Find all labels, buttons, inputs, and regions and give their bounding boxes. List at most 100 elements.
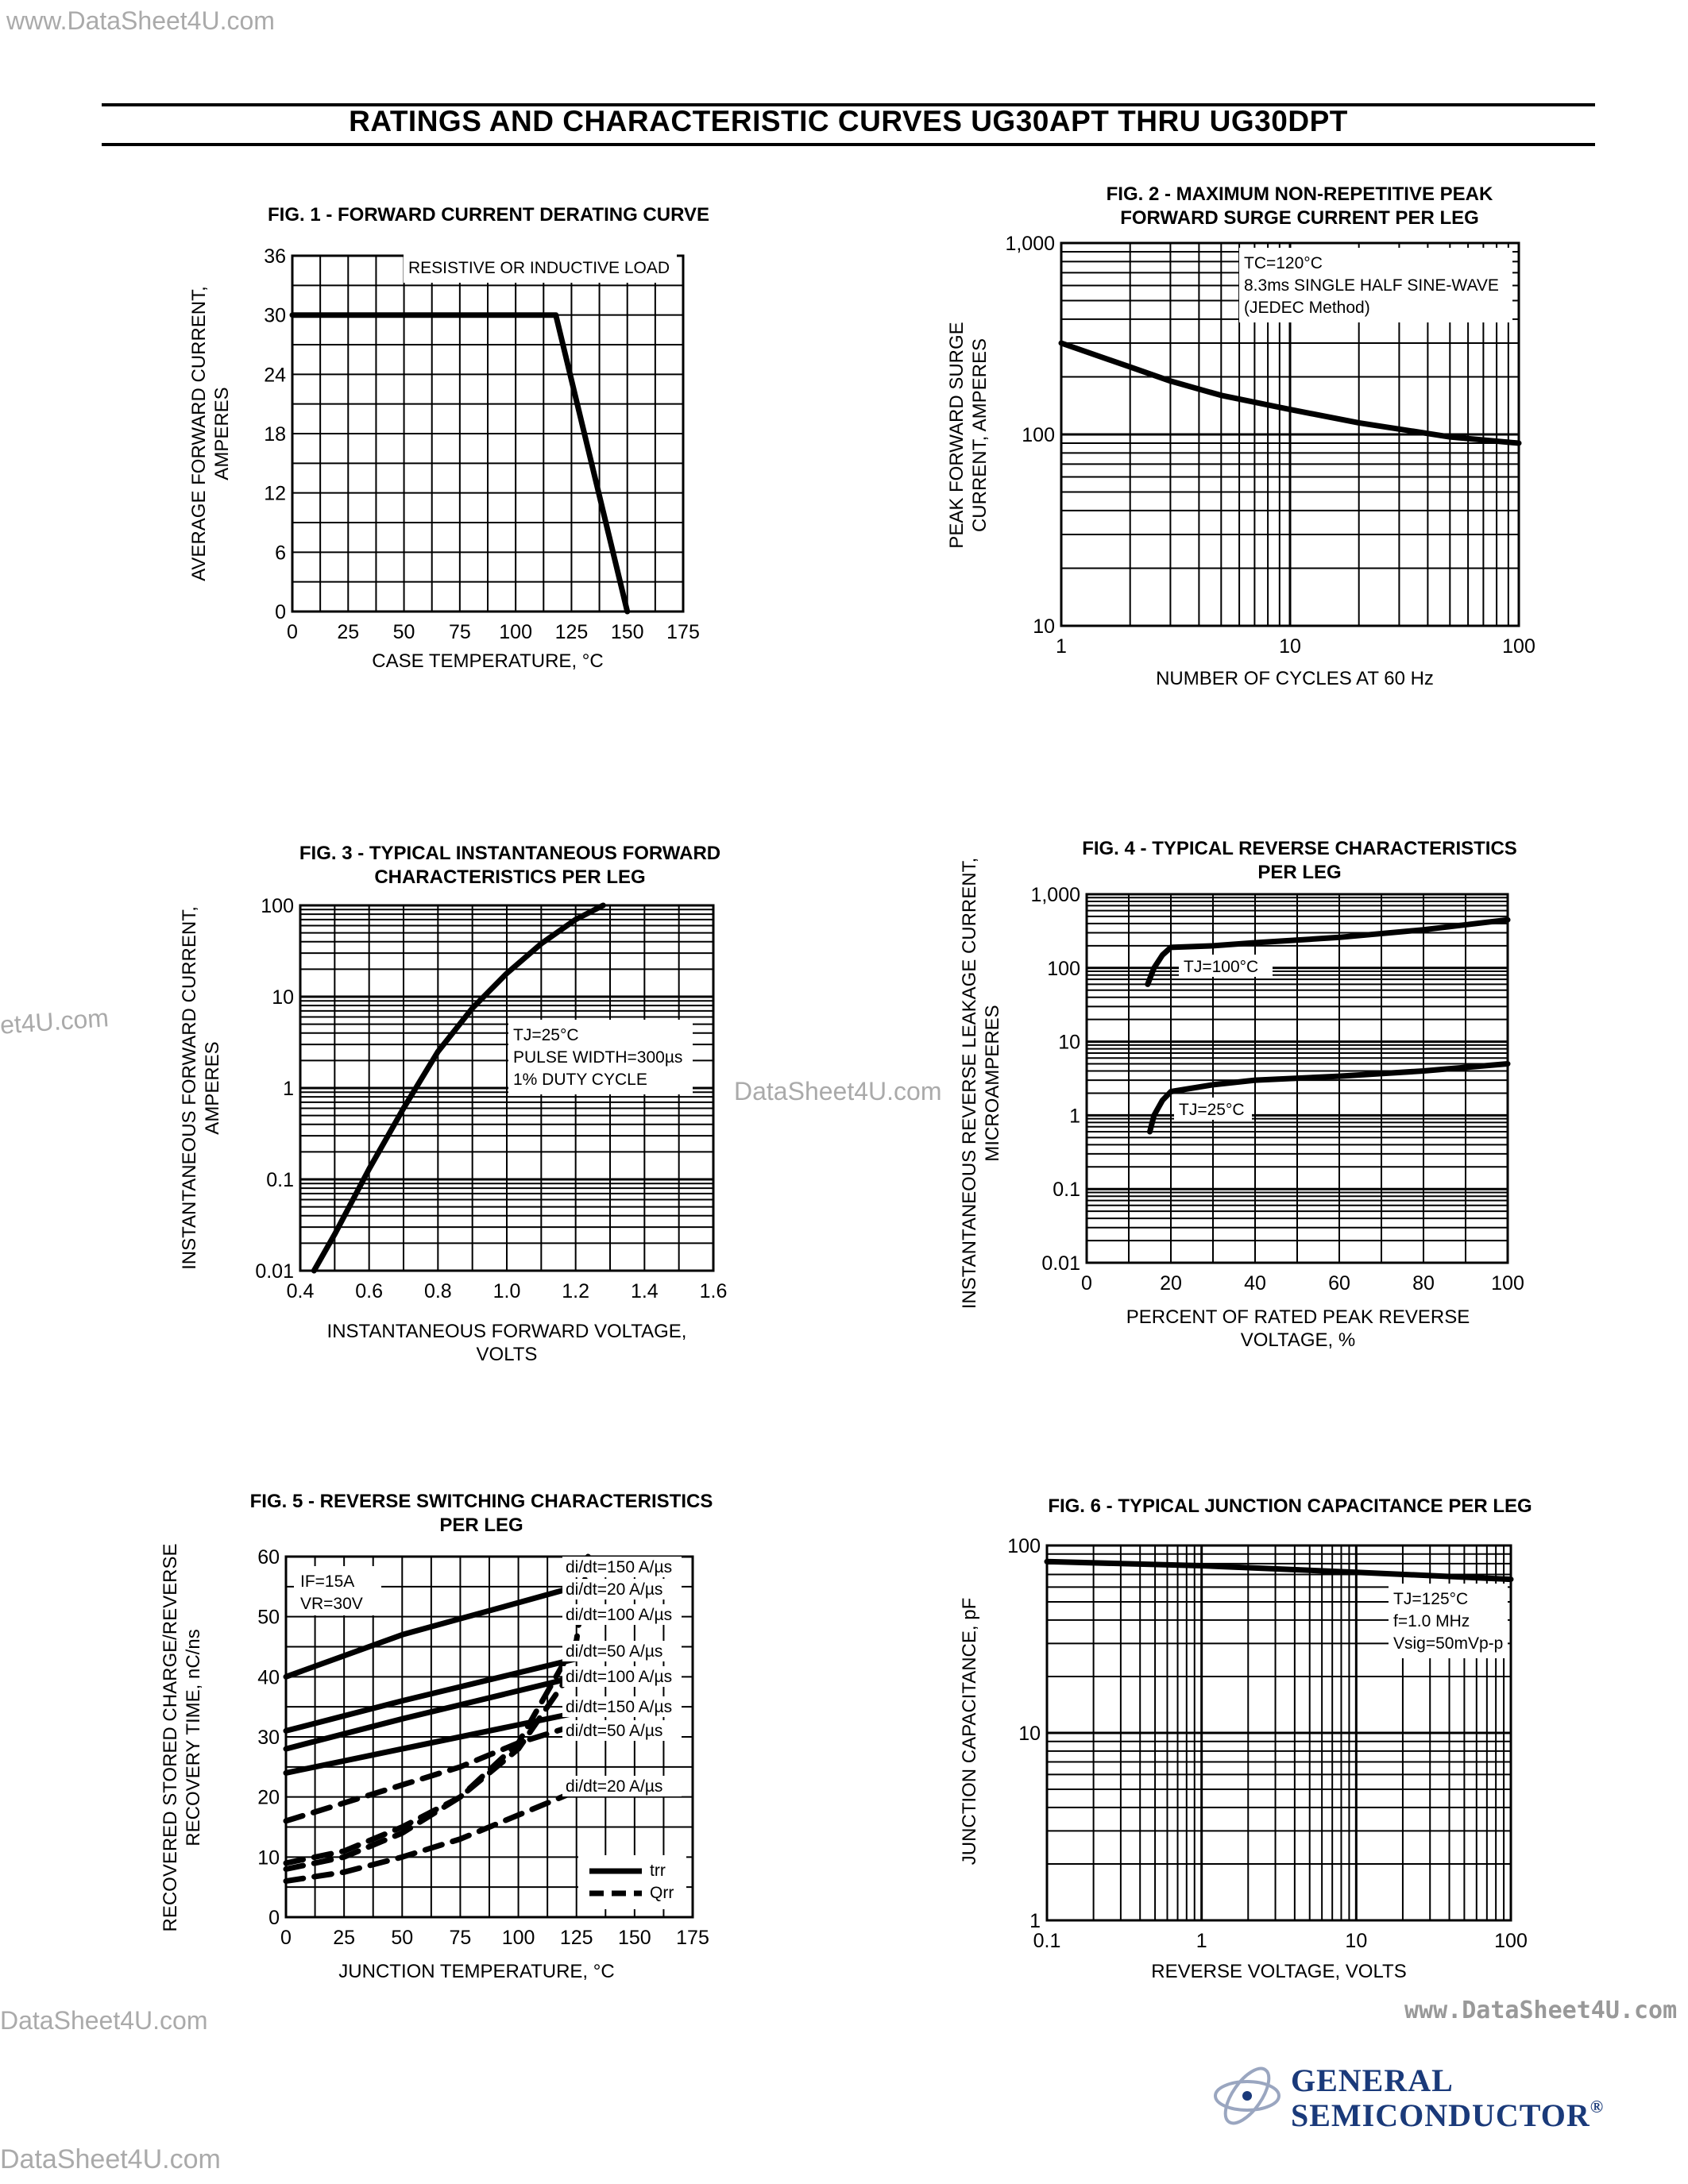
fig1-y-tick-label: 0 (275, 601, 286, 623)
fig5-y-axis-label: RECOVERY TIME, nC/ns (183, 1629, 204, 1846)
fig4-series-label: TJ=100°C (1184, 958, 1258, 976)
fig5-y-tick-label: 20 (257, 1787, 280, 1809)
fig2-y-tick-label: 100 (1022, 424, 1055, 446)
fig6-annotation-bg (1389, 1584, 1508, 1658)
fig4-series-label-bg (1174, 1098, 1252, 1120)
fig5-x-tick-label: 125 (560, 1927, 593, 1949)
fig4-y-tick-label: 10 (1058, 1032, 1080, 1054)
fig1-title: FIG. 1 - FORWARD CURRENT DERATING CURVE (268, 204, 709, 226)
fig5-legend-qrr-label: Qrr (650, 1884, 674, 1902)
fig2-x-tick-label: 10 (1279, 635, 1301, 658)
fig4-series-label-bg (1179, 955, 1273, 977)
fig3-y-tick-label: 100 (261, 895, 294, 917)
fig5-series-label-bg (562, 1579, 682, 1599)
fig5-series-label: di/dt=50 A/µs (566, 1642, 662, 1661)
fig5-qrr-line (283, 1788, 580, 1885)
fig5-series-label: di/dt=100 A/µs (566, 1606, 672, 1624)
fig2-series-line (1058, 340, 1522, 446)
fig6-annotation-text: Vsig=50mVp-p (1393, 1634, 1503, 1653)
fig2-x-axis-label: NUMBER OF CYCLES AT 60 Hz (1156, 668, 1434, 689)
fig3-x-tick-label: 1.6 (700, 1280, 728, 1302)
fig5-legend-trr-label: trr (650, 1862, 666, 1880)
brand-line1: GENERAL (1291, 2062, 1454, 2098)
fig6-x-tick-label: 10 (1345, 1930, 1367, 1952)
fig5-y-tick-label: 10 (257, 1846, 280, 1869)
fig3-x-axis-label: INSTANTANEOUS FORWARD VOLTAGE, (327, 1321, 687, 1342)
fig6-y-tick-label: 100 (1007, 1535, 1041, 1557)
fig5-y-tick-label: 60 (257, 1546, 280, 1569)
fig1-y-tick-label: 6 (275, 542, 286, 564)
fig4-y-axis-label: INSTANTANEOUS REVERSE LEAKAGE CURRENT, (959, 858, 980, 1310)
fig1-x-tick-label: 125 (555, 621, 589, 643)
fig1-grid (292, 255, 684, 612)
fig5-x-tick-label: 25 (333, 1927, 355, 1949)
fig1-y-tick-label: 12 (264, 483, 286, 505)
fig4-y-tick-label: 0.01 (1041, 1252, 1080, 1275)
fig2-annotation-text: (JEDEC Method) (1244, 299, 1370, 317)
header-rule-top (102, 103, 1595, 106)
fig2-x-tick-label: 1 (1056, 635, 1067, 658)
fig5-series-label-bg (562, 1604, 682, 1625)
fig4-x-tick-label: 80 (1412, 1272, 1435, 1295)
fig1-x-tick-label: 175 (666, 621, 700, 643)
brand-logo: GENERAL SEMICONDUCTOR® (1211, 2057, 1603, 2136)
fig5-trr-line (283, 1584, 580, 1680)
watermark-bottom-left: DataSheet4U.com (0, 2144, 221, 2174)
header-rule-bottom (102, 143, 1595, 146)
fig5-x-tick-label: 150 (618, 1927, 651, 1949)
fig5-x-tick-label: 100 (502, 1927, 535, 1949)
fig4-title: FIG. 4 - TYPICAL REVERSE CHARACTERISTICS (1082, 838, 1517, 859)
fig5-y-tick-label: 40 (257, 1666, 280, 1688)
fig3-annotation-text: PULSE WIDTH=300µs (513, 1048, 682, 1067)
brand-registered-mark: ® (1590, 2097, 1605, 2116)
fig5-series-label: di/dt=150 A/µs (566, 1558, 672, 1576)
fig5-x-tick-label: 50 (391, 1927, 413, 1949)
fig5-series-label-bg (562, 1720, 682, 1741)
fig3-y-tick-label: 0.01 (255, 1260, 294, 1283)
fig3-grid (299, 905, 714, 1272)
fig3-y-axis-label: AMPERES (202, 1041, 223, 1134)
fig5-x-axis-label: JUNCTION TEMPERATURE, °C (338, 1961, 614, 1982)
fig4-x-tick-label: 100 (1491, 1272, 1524, 1295)
fig4-y-axis-label: MICROAMPERES (982, 1005, 1003, 1161)
fig2-plot-frame (1060, 241, 1520, 627)
fig5-condition-text: IF=15A (300, 1572, 354, 1591)
fig6-y-axis-label: JUNCTION CAPACITANCE, pF (959, 1598, 980, 1865)
fig3-x-tick-label: 1.0 (493, 1280, 521, 1302)
fig2-y-axis-label: PEAK FORWARD SURGE (946, 322, 968, 548)
fig3-x-tick-label: 1.4 (631, 1280, 659, 1302)
fig4-y-tick-label: 1,000 (1030, 884, 1080, 906)
fig5-y-tick-label: 0 (268, 1907, 280, 1929)
fig5-plot-frame (284, 1555, 694, 1919)
watermark-low-left: DataSheet4U.com (0, 2006, 208, 2035)
fig4-x-tick-label: 0 (1081, 1272, 1092, 1295)
fig5-x-tick-label: 0 (280, 1927, 292, 1949)
fig3-y-axis-label: INSTANTANEOUS FORWARD CURRENT, (179, 906, 200, 1270)
fig3-y-tick-label: 1 (283, 1078, 294, 1100)
fig3-annotation-text: 1% DUTY CYCLE (513, 1071, 647, 1089)
fig5-series-label-bg (562, 1666, 682, 1687)
fig1-y-tick-label: 30 (264, 305, 286, 327)
fig5-series-label-bg (562, 1696, 682, 1717)
fig6-plot-frame (1045, 1544, 1512, 1922)
fig1-y-tick-label: 18 (264, 423, 286, 446)
fig5-qrr-line (283, 1661, 580, 1872)
fig3-series-line (311, 902, 606, 1274)
fig5-series-label-bg (562, 1776, 682, 1796)
fig2-title: FORWARD SURGE CURRENT PER LEG (1120, 207, 1479, 229)
fig1-x-tick-label: 100 (499, 621, 532, 643)
fig5-trr-line (283, 1673, 580, 1752)
fig5-y-tick-label: 30 (257, 1727, 280, 1749)
fig4-plot-frame (1085, 893, 1509, 1264)
fig6-title: FIG. 6 - TYPICAL JUNCTION CAPACITANCE PE… (1048, 1495, 1532, 1517)
fig1-x-tick-label: 150 (611, 621, 644, 643)
fig4-series-label: TJ=25°C (1179, 1101, 1245, 1119)
fig5-series-label: di/dt=150 A/µs (566, 1698, 672, 1716)
fig1-annotation-text: RESISTIVE OR INDUCTIVE LOAD (408, 259, 670, 277)
fig2-title: FIG. 2 - MAXIMUM NON-REPETITIVE PEAK (1107, 183, 1493, 205)
fig5-y-axis-label: RECOVERED STORED CHARGE/REVERSE (160, 1544, 181, 1932)
fig6-x-tick-label: 100 (1494, 1930, 1528, 1952)
fig3-y-tick-label: 0.1 (266, 1169, 294, 1191)
fig2-annotation-bg (1239, 248, 1512, 322)
